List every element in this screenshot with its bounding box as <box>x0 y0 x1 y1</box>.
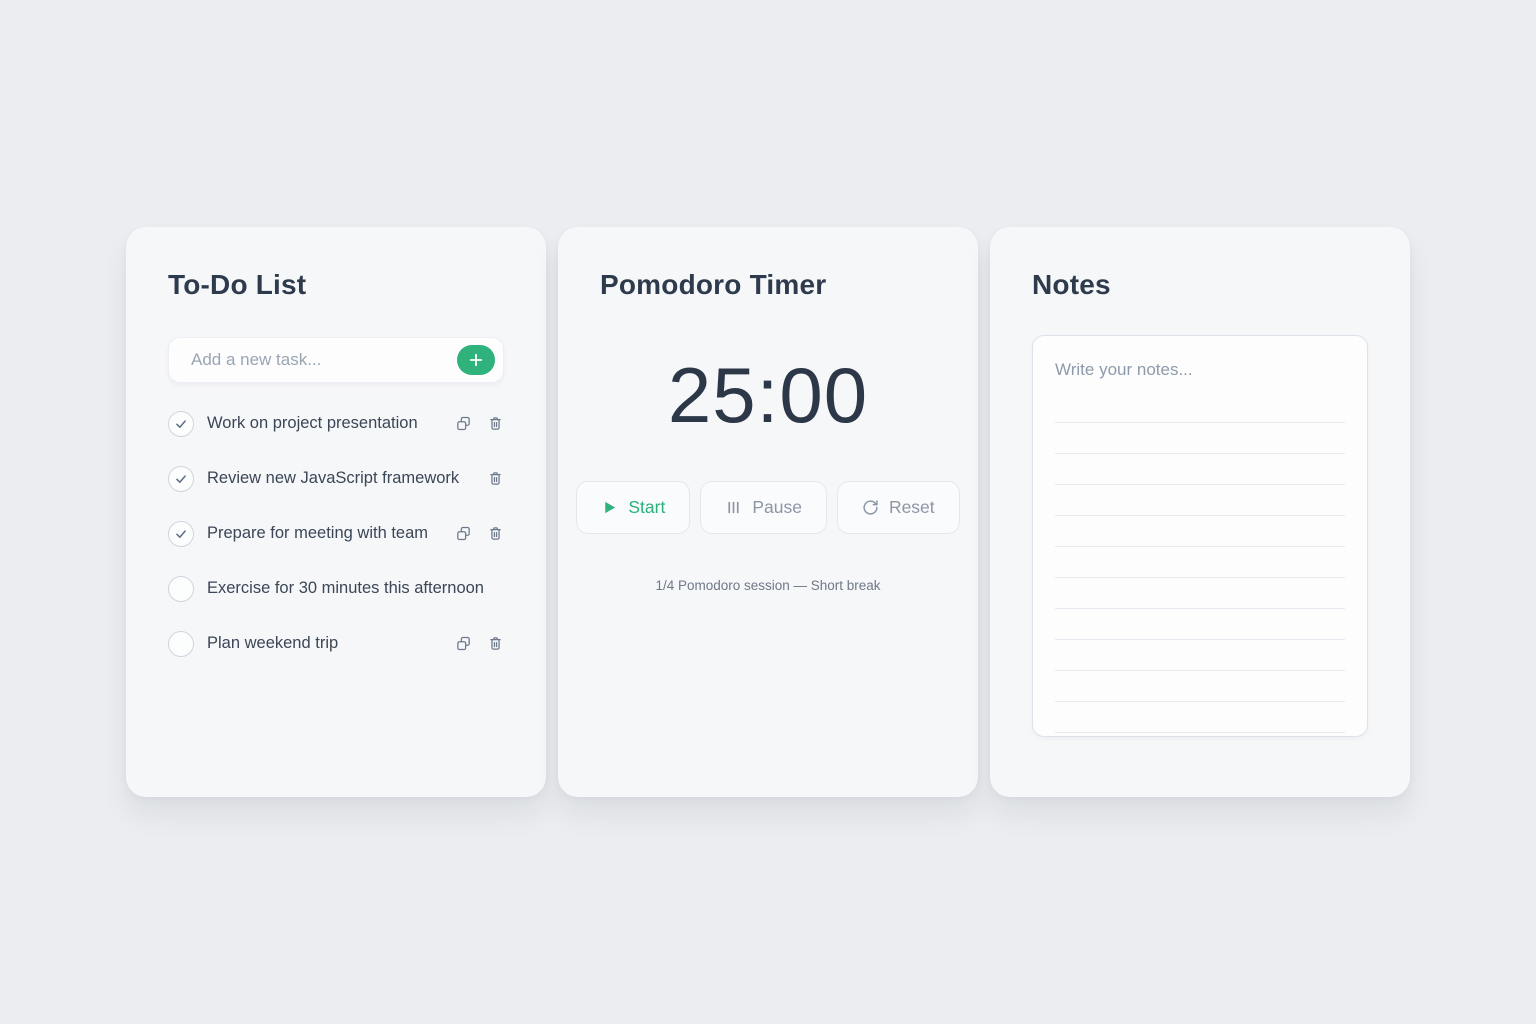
delete-task-button[interactable] <box>487 635 504 652</box>
task-checkbox[interactable] <box>168 410 194 437</box>
start-button[interactable]: Start <box>576 481 691 534</box>
notes-textarea[interactable]: Write your notes... <box>1032 335 1368 737</box>
copy-icon <box>455 636 472 655</box>
delete-task-button[interactable] <box>487 415 504 432</box>
todo-card: To-Do List Work on project presentation <box>126 227 546 797</box>
cards-row: To-Do List Work on project presentation <box>126 227 1410 797</box>
notes-placeholder: Write your notes... <box>1055 360 1193 379</box>
task-label: Prepare for meeting with team <box>207 524 429 542</box>
trash-icon <box>487 472 504 490</box>
copy-task-button[interactable] <box>455 525 472 542</box>
task-row: Work on project presentation <box>168 396 504 451</box>
task-label: Exercise for 30 minutes this afternoon <box>207 579 484 597</box>
trash-icon <box>487 527 504 545</box>
task-label: Review new JavaScript framework <box>207 469 460 487</box>
plus-icon <box>467 351 485 369</box>
task-row: Exercise for 30 minutes this afternoon <box>168 561 504 616</box>
task-row: Plan weekend trip <box>168 616 504 671</box>
task-checkbox[interactable] <box>168 465 194 492</box>
add-task-button[interactable] <box>457 345 495 375</box>
notes-card: Notes Write your notes... <box>990 227 1410 797</box>
refresh-icon <box>862 499 879 516</box>
add-task-field <box>168 337 504 383</box>
play-icon <box>601 499 618 516</box>
notes-title: Notes <box>1032 269 1111 300</box>
task-list: Work on project presentation Review new … <box>168 396 504 671</box>
delete-task-button[interactable] <box>487 470 504 487</box>
copy-icon <box>455 416 472 435</box>
task-actions <box>455 525 504 542</box>
task-checkbox[interactable] <box>168 575 194 602</box>
ruled-lines <box>1055 392 1345 733</box>
task-actions <box>455 635 504 652</box>
task-checkbox[interactable] <box>168 630 194 657</box>
start-button-label: Start <box>628 497 666 517</box>
task-row: Review new JavaScript framework <box>168 451 504 506</box>
session-status: 1/4 Pomodoro session — Short break <box>655 578 881 593</box>
task-row: Prepare for meeting with team <box>168 506 504 561</box>
check-icon <box>174 417 188 431</box>
check-icon <box>174 472 188 486</box>
delete-task-button[interactable] <box>487 525 504 542</box>
reset-button-label: Reset <box>888 497 935 517</box>
timer-display: 25:00 <box>667 351 869 439</box>
pause-button[interactable]: Pause <box>700 481 827 534</box>
task-label: Work on project presentation <box>207 414 418 432</box>
task-actions <box>455 415 504 432</box>
trash-icon <box>487 417 504 435</box>
pomodoro-title: Pomodoro Timer <box>600 269 827 300</box>
copy-task-button[interactable] <box>455 415 472 432</box>
check-icon <box>174 527 188 541</box>
pause-bars-icon <box>725 499 742 516</box>
todo-title: To-Do List <box>168 269 307 300</box>
timer-controls: Start Pause Reset <box>576 481 960 534</box>
pomodoro-card: Pomodoro Timer 25:00 Start Pause Reset <box>558 227 978 797</box>
copy-icon <box>455 526 472 545</box>
pause-button-label: Pause <box>752 497 802 517</box>
task-checkbox[interactable] <box>168 520 194 547</box>
add-task-input[interactable] <box>189 349 457 371</box>
task-label: Plan weekend trip <box>207 634 339 652</box>
reset-button[interactable]: Reset <box>836 481 960 534</box>
copy-task-button[interactable] <box>455 635 472 652</box>
trash-icon <box>487 637 504 655</box>
task-actions <box>487 470 504 487</box>
